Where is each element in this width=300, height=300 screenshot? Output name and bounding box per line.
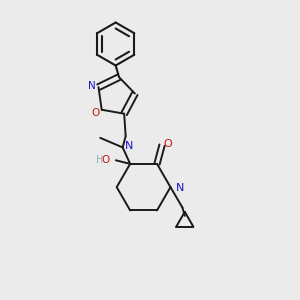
Text: O: O xyxy=(101,155,109,165)
Text: N: N xyxy=(176,183,184,193)
Text: N: N xyxy=(88,81,96,91)
Text: O: O xyxy=(163,139,172,148)
Text: O: O xyxy=(92,108,100,118)
Text: N: N xyxy=(124,141,133,151)
Text: H: H xyxy=(96,155,103,165)
